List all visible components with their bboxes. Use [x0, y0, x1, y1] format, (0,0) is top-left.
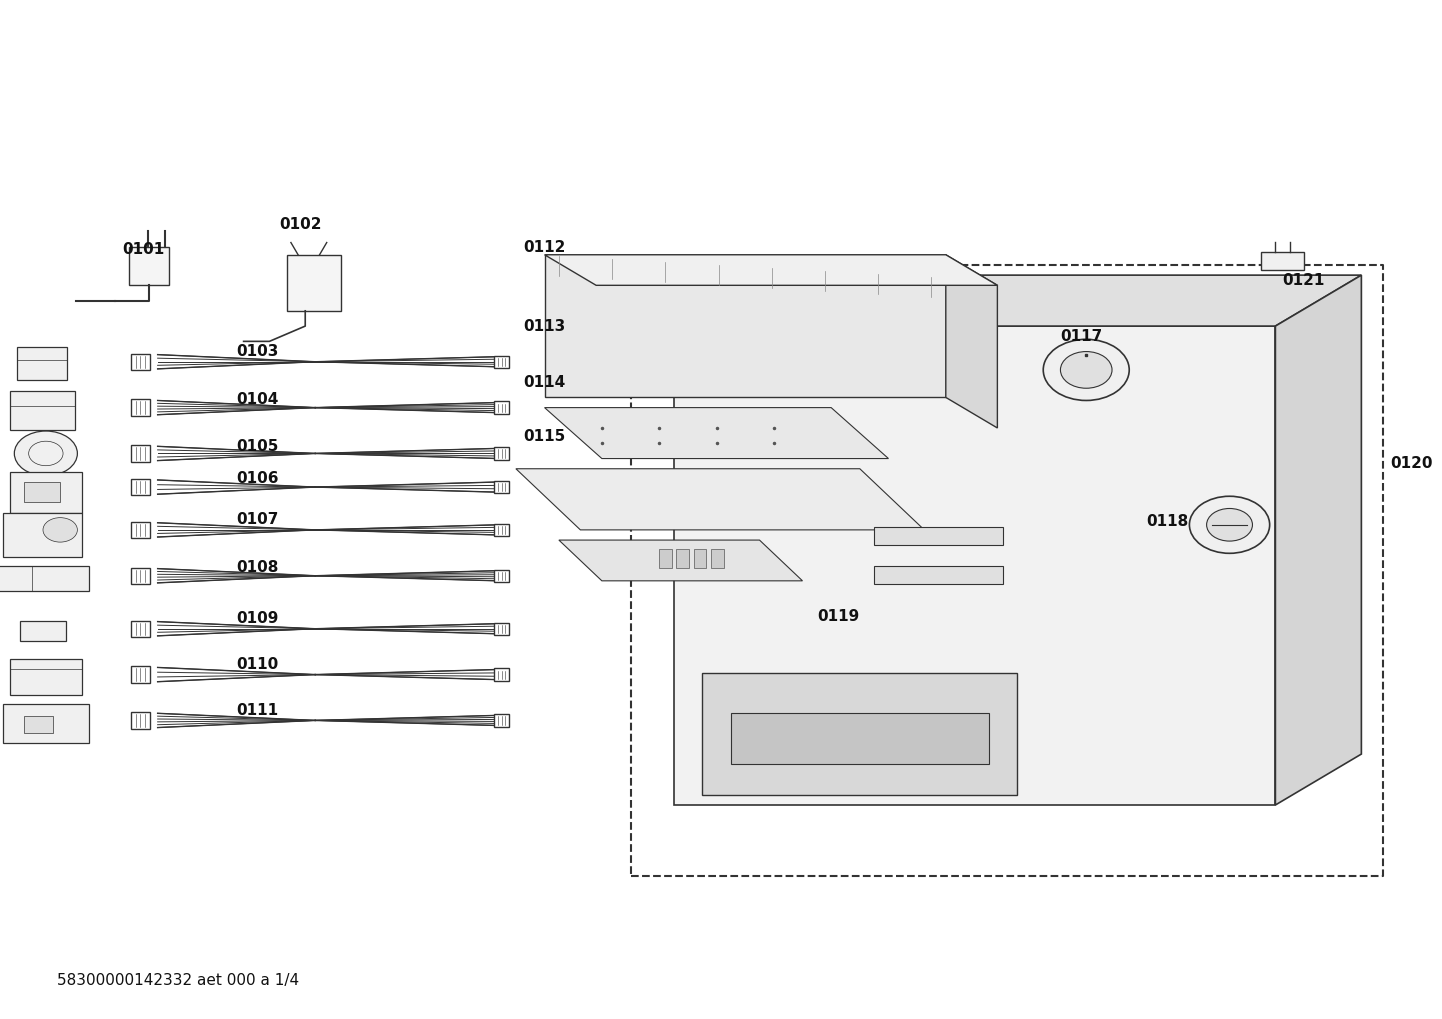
Text: 0119: 0119	[816, 609, 859, 624]
Text: 0108: 0108	[236, 560, 278, 575]
Text: 0107: 0107	[236, 513, 278, 527]
Bar	[874, 566, 1004, 584]
Bar	[10, 659, 82, 695]
Bar	[495, 447, 509, 460]
Circle shape	[1060, 352, 1112, 388]
Text: 0118: 0118	[1146, 515, 1188, 529]
Bar	[287, 255, 342, 311]
Bar	[694, 549, 707, 568]
Bar	[495, 481, 509, 493]
Text: 0117: 0117	[1060, 329, 1103, 343]
Text: 0106: 0106	[236, 472, 278, 486]
Bar	[128, 247, 169, 285]
Bar	[131, 621, 150, 637]
Text: 0102: 0102	[280, 217, 322, 231]
Bar	[17, 347, 68, 380]
Text: 0120: 0120	[1390, 457, 1432, 471]
Text: 58300000142332 aet 000 a 1/4: 58300000142332 aet 000 a 1/4	[58, 973, 300, 988]
Text: 0111: 0111	[236, 703, 278, 717]
Bar	[659, 549, 672, 568]
Text: 0103: 0103	[236, 344, 278, 359]
Bar	[495, 401, 509, 414]
Text: 0112: 0112	[523, 240, 565, 255]
Text: 0109: 0109	[236, 611, 278, 626]
Polygon shape	[1275, 275, 1361, 805]
Text: 0101: 0101	[121, 243, 164, 257]
Bar	[3, 513, 82, 557]
Bar	[20, 621, 66, 641]
Bar	[0, 566, 89, 591]
Bar	[131, 354, 150, 370]
Circle shape	[1207, 508, 1253, 541]
Polygon shape	[702, 673, 1018, 795]
Bar	[495, 570, 509, 582]
Bar	[3, 704, 89, 743]
Bar	[495, 668, 509, 681]
Bar	[10, 391, 75, 430]
Text: 0115: 0115	[523, 429, 565, 443]
Polygon shape	[545, 408, 888, 459]
Bar	[131, 568, 150, 584]
Bar	[711, 549, 724, 568]
Bar	[131, 399, 150, 416]
Bar	[495, 623, 509, 635]
Circle shape	[43, 518, 78, 542]
Circle shape	[1043, 339, 1129, 400]
Circle shape	[1190, 496, 1269, 553]
Polygon shape	[673, 275, 1361, 326]
Bar	[131, 479, 150, 495]
Text: 0110: 0110	[236, 657, 278, 672]
Polygon shape	[559, 540, 803, 581]
Text: 0105: 0105	[236, 439, 278, 453]
Text: 0121: 0121	[1282, 273, 1325, 287]
Text: 0113: 0113	[523, 319, 565, 333]
Bar	[25, 482, 61, 502]
Bar	[25, 716, 53, 733]
Polygon shape	[946, 255, 998, 428]
Bar	[1262, 252, 1304, 270]
Bar	[10, 472, 82, 513]
Polygon shape	[545, 255, 998, 285]
Text: 0114: 0114	[523, 375, 565, 389]
Bar	[131, 666, 150, 683]
Bar	[676, 549, 689, 568]
Text: 0104: 0104	[236, 392, 278, 407]
Bar	[131, 445, 150, 462]
Circle shape	[14, 431, 78, 476]
Bar	[495, 356, 509, 368]
Bar	[874, 527, 1004, 545]
Bar	[131, 712, 150, 729]
Bar	[131, 522, 150, 538]
Bar	[495, 714, 509, 727]
Polygon shape	[516, 469, 924, 530]
Bar	[731, 713, 989, 764]
Polygon shape	[673, 326, 1275, 805]
Bar	[495, 524, 509, 536]
Polygon shape	[545, 255, 946, 397]
